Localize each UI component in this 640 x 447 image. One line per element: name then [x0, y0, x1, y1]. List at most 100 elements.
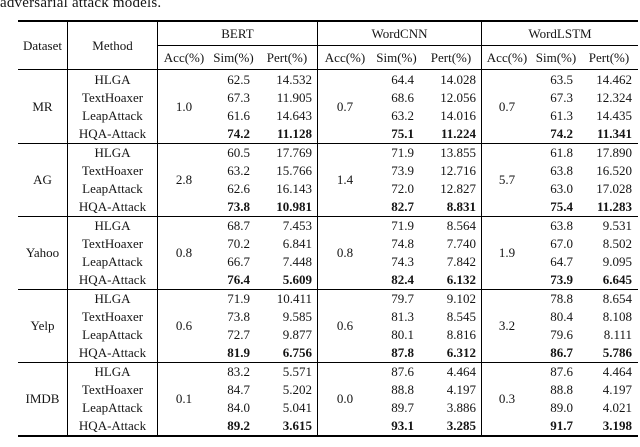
sim-value: 74.8 [391, 236, 414, 251]
pert-value: 4.464 [446, 364, 476, 379]
acc-value: 0.8 [336, 245, 354, 260]
pert-value-best: 5.609 [282, 272, 312, 287]
dataset-cell: Yelp [18, 290, 68, 362]
wordcnn-acc-cell: 0.0 [318, 363, 372, 435]
wordlstm-acc-cell: 3.2 [482, 290, 532, 362]
sim-value: 63.8 [550, 218, 573, 233]
wordlstm-acc-cell: 0.7 [482, 70, 532, 143]
sim-value: 64.4 [391, 71, 414, 87]
bert-sim-cell: 60.5 63.2 62.6 73.8 [210, 144, 257, 216]
wordlstm-sim-cell: 78.8 80.4 79.6 86.7 [532, 290, 580, 362]
pert-value: 12.827 [440, 181, 476, 196]
dataset-cell: AG [18, 144, 68, 216]
subcol-header-sim: Sim(%) [213, 49, 254, 65]
col-header-method: Method [68, 22, 158, 69]
pert-value: 17.890 [596, 145, 632, 160]
pert-value: 8.654 [602, 291, 632, 306]
dataset-label: AG [33, 172, 52, 187]
pert-value-best: 3.198 [602, 418, 632, 433]
wordcnn-sim-cell: 71.9 74.8 74.3 82.4 [372, 217, 421, 289]
method-name: TextHoaxer [81, 89, 144, 105]
bert-pert-cell: 5.571 5.202 5.041 3.615 [257, 363, 318, 435]
sim-value: 84.0 [227, 400, 250, 415]
pert-value-best: 11.224 [440, 125, 476, 141]
method-name: HQA-Attack [78, 418, 147, 433]
table-header: Dataset Method BERT Acc(%) Sim(%) Pert(%… [18, 20, 638, 70]
bert-acc-cell: 0.6 [158, 290, 210, 362]
sim-value: 62.5 [227, 71, 250, 87]
pert-value-best: 10.981 [276, 199, 312, 214]
pert-value: 9.102 [446, 291, 476, 306]
pert-value-best: 6.312 [446, 345, 476, 360]
sim-value-best: 74.2 [550, 125, 573, 141]
sim-value: 63.5 [550, 71, 573, 87]
method-cell: HLGA TextHoaxer LeapAttack HQA-Attack [68, 217, 158, 289]
pert-value: 7.448 [282, 254, 312, 269]
sim-value: 89.0 [550, 400, 573, 415]
sim-value-best: 73.8 [227, 199, 250, 214]
sim-value-best: 76.4 [227, 272, 250, 287]
wordcnn-acc-cell: 0.7 [318, 70, 372, 143]
sim-value: 66.7 [227, 254, 250, 269]
pert-value: 7.842 [446, 254, 476, 269]
sim-value-best: 74.2 [227, 125, 250, 141]
acc-value: 2.8 [175, 172, 193, 187]
acc-value: 0.7 [336, 98, 354, 114]
sim-value-best: 82.4 [391, 272, 414, 287]
wordlstm-sim-cell: 63.5 67.3 61.3 74.2 [532, 70, 580, 143]
pert-value: 9.531 [602, 218, 632, 233]
model-group-header: WordLSTM [482, 22, 638, 46]
pert-value: 17.028 [596, 181, 632, 196]
sim-value: 88.8 [391, 382, 414, 397]
method-name: HLGA [94, 218, 131, 233]
bert-sim-cell: 83.2 84.7 84.0 89.2 [210, 363, 257, 435]
wordlstm-pert-cell: 4.464 4.197 4.021 3.198 [580, 363, 638, 435]
wordlstm-pert-cell: 9.531 8.502 9.095 6.645 [580, 217, 638, 289]
pert-value-best: 3.285 [446, 418, 476, 433]
method-name: LeapAttack [82, 327, 143, 342]
bert-acc-cell: 1.0 [158, 70, 210, 143]
sim-value-best: 75.4 [550, 199, 573, 214]
sim-value: 63.2 [227, 163, 250, 178]
dataset-cell: Yahoo [18, 217, 68, 289]
subcol-header-acc: Acc(%) [324, 49, 366, 65]
pert-value: 8.816 [446, 327, 476, 342]
sim-value-best: 87.8 [391, 345, 414, 360]
bert-sim-cell: 68.7 70.2 66.7 76.4 [210, 217, 257, 289]
pert-value: 8.502 [602, 236, 632, 251]
wordlstm-acc-cell: 5.7 [482, 144, 532, 216]
sim-value: 74.3 [391, 254, 414, 269]
dataset-label: MR [32, 98, 53, 114]
dataset-label: Yahoo [25, 245, 60, 260]
sim-value: 72.0 [391, 181, 414, 196]
wordlstm-sim-cell: 61.8 63.8 63.0 75.4 [532, 144, 580, 216]
wordlstm-pert-cell: 8.654 8.108 8.111 5.786 [580, 290, 638, 362]
sim-value: 70.2 [227, 236, 250, 251]
sim-value: 63.8 [550, 163, 573, 178]
dataset-group-row: MR HLGA TextHoaxer LeapAttack HQA-Attack… [18, 70, 638, 143]
acc-value: 3.2 [498, 318, 516, 333]
sim-value: 80.4 [550, 309, 573, 324]
pert-value: 14.462 [596, 71, 632, 87]
pert-value-best: 11.128 [276, 125, 312, 141]
dataset-label: Yelp [30, 318, 55, 333]
sim-value: 78.8 [550, 291, 573, 306]
pert-value: 8.545 [446, 309, 476, 324]
sim-value: 87.6 [391, 364, 414, 379]
acc-value: 0.8 [175, 245, 193, 260]
wordcnn-pert-cell: 13.855 12.716 12.827 8.831 [421, 144, 482, 216]
bert-pert-cell: 14.532 11.905 14.643 11.128 [257, 70, 318, 143]
pert-value: 8.564 [446, 218, 476, 233]
subcol-header-sim: Sim(%) [376, 49, 417, 65]
sim-value: 83.2 [227, 364, 250, 379]
sim-value: 67.0 [550, 236, 573, 251]
acc-value: 0.3 [498, 391, 516, 406]
subcol-header-acc: Acc(%) [486, 49, 528, 65]
sim-value: 73.9 [391, 163, 414, 178]
wordlstm-pert-cell: 14.462 12.324 14.435 11.341 [580, 70, 638, 143]
bert-pert-cell: 10.411 9.585 9.877 6.756 [257, 290, 318, 362]
sim-value: 68.7 [227, 218, 250, 233]
sim-value: 62.6 [227, 181, 250, 196]
method-name: HQA-Attack [78, 345, 147, 360]
pert-value: 4.464 [602, 364, 632, 379]
